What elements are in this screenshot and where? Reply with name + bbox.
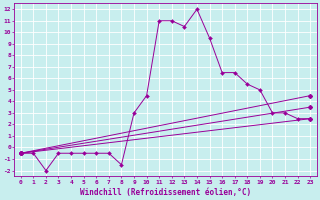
X-axis label: Windchill (Refroidissement éolien,°C): Windchill (Refroidissement éolien,°C) [80, 188, 251, 197]
